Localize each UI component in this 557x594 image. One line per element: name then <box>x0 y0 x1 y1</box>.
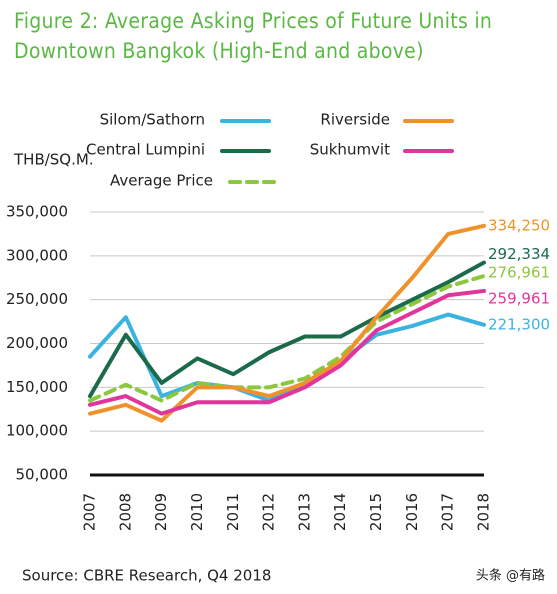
value-label: 276,961 <box>488 264 550 282</box>
x-tick-label: 2015 <box>367 493 385 531</box>
legend-label: Average Price <box>110 172 213 190</box>
y-tick-label: 300,000 <box>6 246 68 264</box>
legend-label: Sukhumvit <box>310 141 390 159</box>
y-tick-label: 50,000 <box>16 466 69 484</box>
x-tick-label: 2013 <box>295 493 313 531</box>
y-axis-label: THB/SQ.M. <box>13 151 94 169</box>
x-tick-label: 2007 <box>81 493 99 531</box>
series-line <box>88 312 486 403</box>
series-line <box>88 274 486 403</box>
series-line <box>88 223 486 423</box>
x-tick-label: 2010 <box>188 493 206 531</box>
x-tick-label: 2011 <box>224 493 242 531</box>
value-label: 259,961 <box>488 289 550 307</box>
legend-label: Silom/Sathorn <box>100 111 205 129</box>
y-tick-label: 350,000 <box>6 203 68 221</box>
y-tick-label: 250,000 <box>6 290 68 308</box>
value-label: 221,300 <box>488 315 550 333</box>
value-label: 334,250 <box>488 216 550 234</box>
series-line <box>88 260 486 399</box>
x-tick-label: 2018 <box>475 493 493 531</box>
x-tick-label: 2009 <box>152 493 170 531</box>
legend-label: Riverside <box>320 111 390 129</box>
y-tick-label: 150,000 <box>6 378 68 396</box>
x-tick-label: 2016 <box>403 493 421 531</box>
legend-label: Central Lumpini <box>86 141 205 159</box>
chart-title: Figure 2: Average Asking Prices of Futur… <box>14 9 493 63</box>
y-tick-label: 100,000 <box>6 422 68 440</box>
watermark: 头条 @有路 <box>476 568 545 584</box>
x-tick-label: 2017 <box>439 493 457 531</box>
value-label: 292,334 <box>488 245 550 263</box>
source: Source: CBRE Research, Q4 2018 <box>22 567 271 585</box>
y-tick-label: 200,000 <box>6 334 68 352</box>
x-tick-label: 2008 <box>116 493 134 531</box>
x-tick-label: 2014 <box>331 493 349 531</box>
series-line <box>88 288 486 416</box>
x-tick-label: 2012 <box>260 493 278 531</box>
